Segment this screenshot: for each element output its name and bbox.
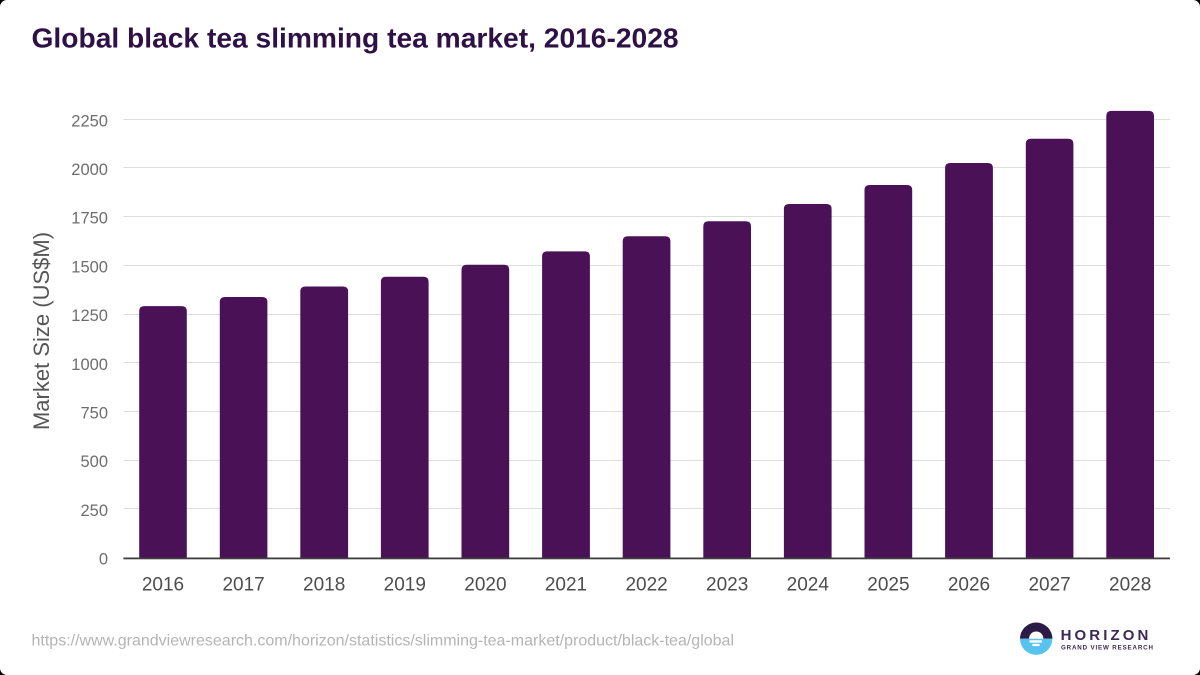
svg-text:https://www.grandviewresearch.: https://www.grandviewresearch.com/horizo… (32, 633, 735, 650)
svg-text:500: 500 (80, 453, 108, 471)
svg-text:HORIZON: HORIZON (1061, 627, 1152, 644)
svg-text:GRAND VIEW RESEARCH: GRAND VIEW RESEARCH (1061, 645, 1154, 652)
svg-text:2020: 2020 (464, 575, 506, 596)
svg-text:2025: 2025 (867, 575, 909, 596)
svg-text:250: 250 (80, 502, 108, 520)
svg-text:Market Size (US$M): Market Size (US$M) (29, 232, 54, 430)
svg-text:2017: 2017 (222, 575, 264, 596)
svg-text:1000: 1000 (71, 356, 108, 374)
svg-text:2000: 2000 (71, 161, 108, 179)
svg-text:Global black tea slimming tea: Global black tea slimming tea market, 20… (32, 22, 679, 54)
svg-text:2016: 2016 (142, 575, 184, 596)
svg-text:1250: 1250 (71, 307, 108, 325)
svg-text:2250: 2250 (71, 112, 108, 130)
svg-text:2022: 2022 (625, 575, 667, 596)
svg-text:1750: 1750 (71, 210, 108, 228)
svg-text:2027: 2027 (1028, 575, 1070, 596)
svg-text:2024: 2024 (787, 575, 830, 596)
svg-text:2028: 2028 (1109, 575, 1151, 596)
svg-text:2021: 2021 (545, 575, 587, 596)
svg-text:750: 750 (80, 405, 108, 423)
svg-text:2023: 2023 (706, 575, 748, 596)
svg-text:2019: 2019 (384, 575, 426, 596)
svg-text:1500: 1500 (71, 258, 108, 276)
svg-text:0: 0 (99, 551, 108, 569)
svg-text:2026: 2026 (948, 575, 990, 596)
svg-text:2018: 2018 (303, 575, 345, 596)
